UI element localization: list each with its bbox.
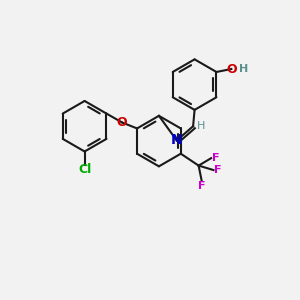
Text: F: F: [214, 165, 222, 175]
Text: N: N: [171, 134, 183, 148]
Text: Cl: Cl: [78, 164, 91, 176]
Text: F: F: [212, 153, 219, 163]
Text: H: H: [197, 121, 206, 131]
Text: H: H: [239, 64, 248, 74]
Text: O: O: [117, 116, 128, 129]
Text: F: F: [198, 181, 206, 191]
Text: O: O: [226, 62, 237, 76]
